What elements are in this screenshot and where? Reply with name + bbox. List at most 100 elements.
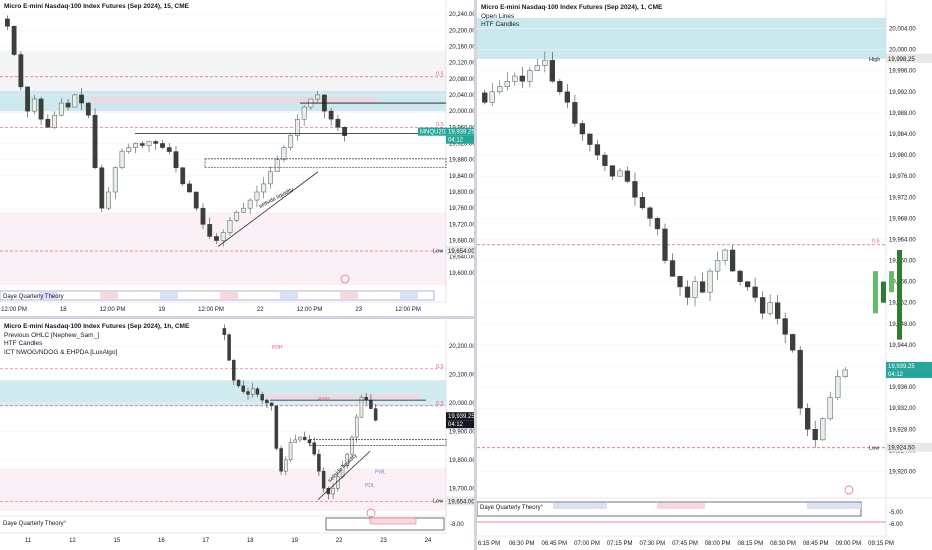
x-tick-label: 12 — [69, 538, 76, 544]
candle-body — [65, 102, 71, 108]
x-tick-label: 09:15 PM — [868, 541, 894, 547]
fvg-pink-zone — [90, 96, 378, 103]
study-segment — [400, 292, 418, 299]
candle-body — [722, 249, 728, 261]
candle-body — [321, 470, 326, 489]
y-tick-label: 19,988.00 — [889, 111, 916, 117]
y-tick-label: 20,200.00 — [449, 344, 474, 350]
htf-candle — [889, 271, 894, 293]
study-box — [0, 290, 435, 301]
x-tick-label: 17 — [202, 538, 209, 544]
candle-body — [572, 102, 578, 124]
horizontal-divider[interactable] — [0, 316, 474, 319]
candle-body — [281, 147, 287, 160]
candle-body — [139, 143, 145, 146]
chart-canvas-1h[interactable]: 20,200.00 20,100.00 20,000.00 19,900.00 19,8… — [0, 319, 474, 550]
level-05-b-label: 0.5 — [436, 122, 444, 128]
indicator-open-lines[interactable]: Open Lines — [481, 12, 515, 20]
x-tick-label: 15 — [114, 538, 121, 544]
candle-body — [482, 92, 488, 103]
candle-body — [261, 183, 267, 193]
candle-body — [729, 249, 736, 272]
candle-body — [11, 25, 17, 55]
sellside-liquidity-line — [317, 451, 371, 500]
candle-body — [632, 181, 638, 198]
x-tick-label: 09:00 PM — [835, 541, 861, 547]
candle-body — [624, 170, 631, 182]
event-icon — [844, 485, 854, 495]
candle-body — [759, 297, 766, 314]
candle-body — [146, 141, 152, 146]
chart-panel-1m[interactable]: 20,004.00 20,000.00 19,996.00 19,992.00 19,9… — [477, 0, 932, 550]
indicator-htf-candles[interactable]: HTF Candles — [4, 340, 43, 347]
candle-body — [52, 114, 57, 128]
candle-body — [222, 328, 227, 335]
y-tick-label: 20,160.00 — [449, 44, 474, 50]
indicator-previous-ohlc[interactable]: Previous OHLC [Nephew_Sam_] — [4, 331, 100, 339]
candle-body — [549, 59, 556, 82]
study-segment — [807, 503, 861, 509]
candle-body — [295, 118, 300, 136]
y-tick-label: 19,964.00 — [889, 237, 916, 243]
premium-fvg-zone — [477, 18, 886, 59]
x-tick-label: 07:00 PM — [574, 541, 600, 547]
study-segment — [657, 503, 705, 509]
x-tick-label: 23 — [355, 307, 362, 313]
price-tag-bg — [446, 412, 474, 421]
fvg-pink-zone — [265, 394, 420, 399]
candle-body — [602, 154, 608, 166]
candle-body — [45, 118, 51, 128]
study-label: Daye Quarterly Theory — [3, 294, 64, 300]
candle-body — [220, 232, 226, 241]
candle-body — [609, 165, 616, 177]
fvg-cyan-zone — [0, 380, 446, 406]
candle-body — [557, 81, 563, 93]
candle-body — [512, 75, 518, 82]
indicator-ict-nwog[interactable]: ICT NWOG/NDOG & EHPDA [LuxAlgo] — [4, 348, 118, 356]
countdown-tag-bg — [446, 420, 474, 429]
candle-body — [293, 439, 298, 443]
candle-body — [820, 418, 826, 441]
chart-panel-15m[interactable]: 20,240.00 20,200.00 20,160.00 20,120.00 20,0… — [0, 0, 474, 316]
candle-body — [119, 151, 125, 168]
x-tick-label: 08:45 PM — [803, 541, 829, 547]
candle-body — [805, 407, 811, 430]
study-label: Daye Quarterly Theory° — [3, 521, 67, 527]
candle-body — [797, 349, 803, 409]
candle-body — [214, 236, 219, 241]
candle-body — [654, 218, 661, 230]
study-label: Daye Quarterly Theory° — [480, 505, 544, 511]
low-label: Low — [433, 498, 443, 504]
x-tick-label: 19 — [291, 538, 298, 544]
chart-canvas-1m[interactable]: 20,004.00 20,000.00 19,996.00 19,992.00 19,9… — [477, 0, 932, 550]
y-tick-label: 19,992.00 — [889, 90, 916, 96]
candle-body — [284, 459, 288, 472]
candle-body — [126, 147, 132, 152]
y-tick-label: 19,880.00 — [449, 158, 474, 164]
study-value: -8.00 — [450, 522, 464, 528]
x-tick-label: 12:00 PM — [297, 307, 323, 313]
low-value-tag: 19,654.00 — [448, 499, 474, 505]
price-tag-bg — [886, 361, 932, 370]
candle-body — [527, 70, 533, 82]
vertical-divider[interactable] — [474, 0, 477, 550]
candle-body — [307, 439, 312, 443]
chart-panel-1h[interactable]: 20,200.00 20,100.00 20,000.00 19,900.00 19,8… — [0, 319, 474, 550]
discount-zone — [0, 468, 446, 511]
x-tick-label: 22 — [257, 307, 264, 313]
candle-body — [744, 281, 751, 288]
y-tick-label: 19,976.00 — [889, 174, 916, 180]
y-tick-label: 19,840.00 — [449, 174, 474, 180]
chart-canvas-15m[interactable]: 20,240.00 20,200.00 20,160.00 20,120.00 20,0… — [0, 0, 474, 316]
indicator-htf-candles-1m[interactable]: HTF Candles — [481, 21, 520, 28]
x-tick-label: 08:15 PM — [737, 541, 763, 547]
candle-body — [25, 86, 31, 112]
y-tick-label: 20,200.00 — [449, 28, 474, 34]
candle-body — [782, 318, 788, 335]
high-label: High — [869, 57, 880, 63]
pdl-label: PDL — [365, 483, 375, 489]
candle-body — [274, 405, 279, 449]
htf-candle — [897, 250, 902, 340]
x-tick-label: 22 — [336, 538, 343, 544]
candle-body — [279, 448, 283, 472]
